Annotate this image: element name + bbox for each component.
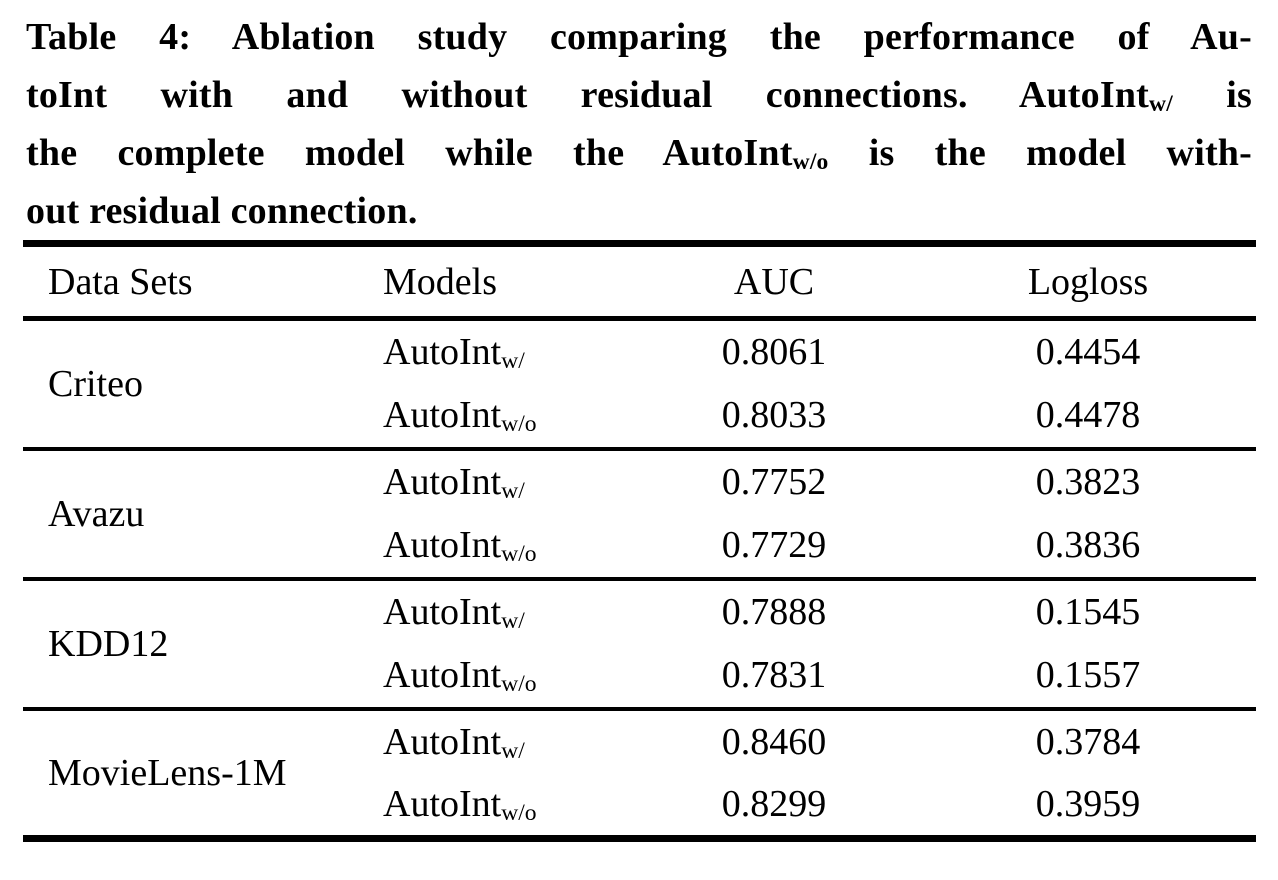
column-header-logloss: Logloss: [1027, 260, 1149, 303]
logloss-cell: 0.4478: [1035, 394, 1141, 436]
caption-text: out residual connection.: [26, 190, 418, 232]
table-group-avazu: Avazu AutoIntw/ 0.7752 0.3823 AutoIntw/o…: [23, 449, 1256, 579]
model-subscript: w/o: [501, 671, 537, 698]
dataset-cell: Avazu: [48, 492, 145, 535]
caption-text: toInt with and without residual connecti…: [26, 74, 1150, 116]
model-cell: AutoIntw/: [358, 709, 628, 774]
caption-line: the complete model while the AutoIntw/o …: [26, 124, 1252, 182]
caption-subscript: w/o: [792, 149, 829, 176]
caption-line: out residual connection.: [26, 182, 1252, 240]
caption-text: the complete model while the AutoInt: [26, 132, 793, 174]
table-caption: Table 4: Ablation study comparing the pe…: [26, 8, 1252, 240]
table-row: Criteo AutoIntw/ 0.8061 0.4454: [23, 319, 1256, 405]
model-name: AutoInt: [383, 783, 502, 826]
table-row: Avazu AutoIntw/ 0.7752 0.3823: [23, 449, 1256, 535]
caption-text: is the model with-: [828, 132, 1252, 174]
auc-cell: 0.8299: [721, 783, 827, 826]
model-subscript: w/o: [501, 411, 537, 438]
table-row: MovieLens-1M AutoIntw/ 0.8460 0.3784: [23, 709, 1256, 794]
logloss-cell: 0.4454: [1035, 331, 1141, 374]
model-name: AutoInt: [383, 394, 502, 436]
model-subscript: w/o: [501, 541, 537, 568]
ablation-table: Data Sets Models AUC Logloss Criteo Auto…: [23, 240, 1256, 842]
logloss-cell: 0.3823: [1035, 461, 1141, 503]
logloss-cell: 0.3784: [1035, 721, 1141, 763]
model-cell: AutoIntw/: [358, 579, 628, 644]
model-name: AutoInt: [383, 331, 502, 374]
logloss-cell: 0.1545: [1035, 591, 1141, 633]
table-row: AutoIntw/o 0.7831 0.1557: [23, 644, 1256, 709]
model-subscript: w/: [501, 348, 525, 375]
column-header-models: Models: [383, 260, 497, 303]
model-subscript: w/: [501, 478, 525, 505]
model-name: AutoInt: [383, 461, 502, 503]
table-row: AutoIntw/o 0.7729 0.3836: [23, 514, 1256, 579]
table-header-row: Data Sets Models AUC Logloss: [23, 244, 1256, 319]
model-subscript: w/: [501, 608, 525, 635]
model-subscript: w/o: [501, 800, 537, 827]
model-cell: AutoIntw/: [358, 449, 628, 514]
dataset-cell: MovieLens-1M: [48, 751, 287, 794]
auc-cell: 0.8033: [721, 394, 827, 436]
caption-text: Table 4: Ablation study comparing the pe…: [26, 16, 1252, 58]
table-group-movielens-1m: MovieLens-1M AutoIntw/ 0.8460 0.3784 Aut…: [23, 709, 1256, 839]
model-cell: AutoIntw/o: [358, 774, 628, 839]
caption-subscript: w/: [1149, 91, 1173, 118]
table-row: AutoIntw/o 0.8033 0.4478: [23, 384, 1256, 449]
caption-line: Table 4: Ablation study comparing the pe…: [26, 8, 1252, 66]
table-row: KDD12 AutoIntw/ 0.7888 0.1545: [23, 579, 1256, 665]
model-cell: AutoIntw/o: [358, 384, 628, 449]
auc-cell: 0.8460: [721, 721, 827, 763]
logloss-cell: 0.3836: [1035, 524, 1141, 566]
model-cell: AutoIntw/: [358, 319, 628, 384]
model-name: AutoInt: [383, 721, 502, 763]
table-group-criteo: Criteo AutoIntw/ 0.8061 0.4454 AutoIntw/…: [23, 319, 1256, 449]
auc-cell: 0.8061: [721, 331, 827, 374]
model-cell: AutoIntw/o: [358, 644, 628, 709]
column-header-datasets: Data Sets: [48, 260, 193, 303]
model-subscript: w/: [501, 738, 525, 765]
auc-cell: 0.7752: [721, 461, 827, 503]
auc-cell: 0.7831: [721, 654, 827, 696]
model-name: AutoInt: [383, 654, 502, 696]
caption-line: toInt with and without residual connecti…: [26, 66, 1252, 124]
dataset-cell: KDD12: [48, 622, 169, 665]
auc-cell: 0.7888: [721, 591, 827, 633]
logloss-cell: 0.3959: [1035, 783, 1141, 826]
dataset-cell: Criteo: [48, 362, 143, 405]
column-header-auc: AUC: [733, 260, 815, 303]
logloss-cell: 0.1557: [1035, 654, 1141, 696]
model-name: AutoInt: [383, 591, 502, 633]
caption-text: is: [1172, 74, 1252, 116]
table-row: AutoIntw/o 0.8299 0.3959: [23, 774, 1256, 839]
table-group-kdd12: KDD12 AutoIntw/ 0.7888 0.1545 AutoIntw/o…: [23, 579, 1256, 709]
model-cell: AutoIntw/o: [358, 514, 628, 579]
auc-cell: 0.7729: [721, 524, 827, 566]
model-name: AutoInt: [383, 524, 502, 566]
